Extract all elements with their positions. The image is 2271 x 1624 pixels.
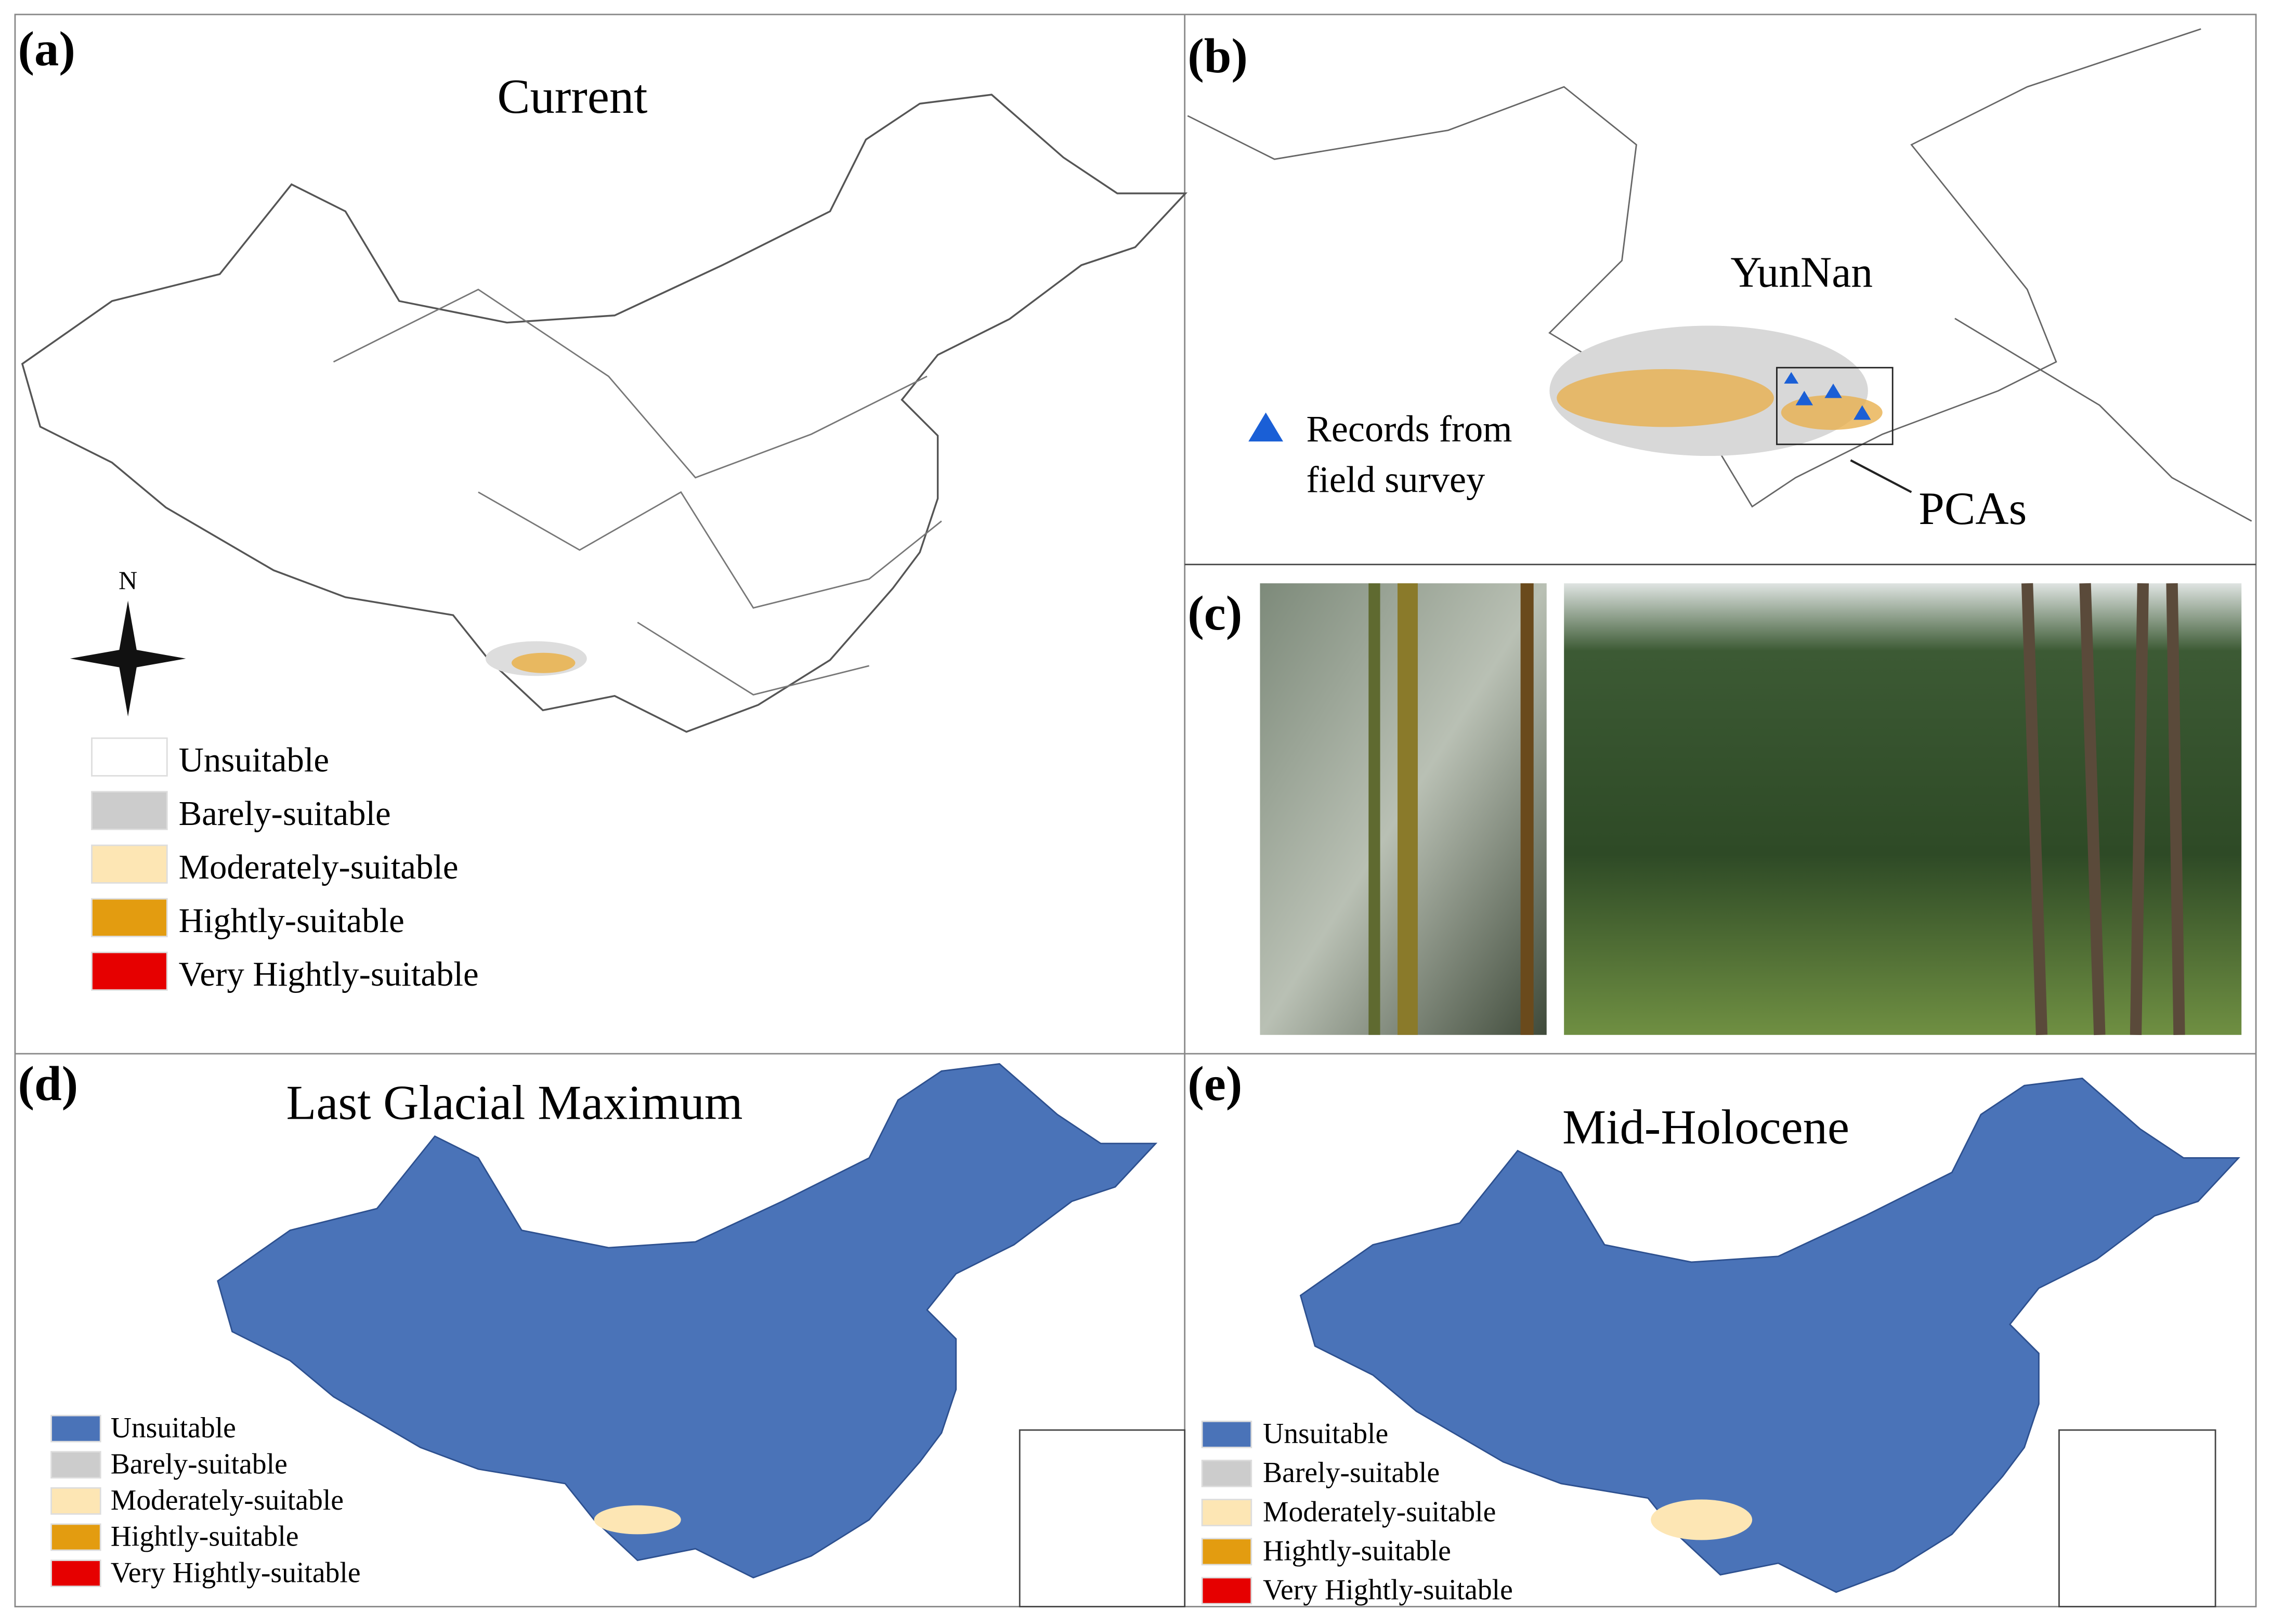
- legend-swatch: [50, 1523, 101, 1551]
- legend-label: Unsuitable: [111, 1412, 236, 1444]
- legend-label: Hightly-suitable: [111, 1521, 299, 1553]
- label: (a): [18, 22, 75, 76]
- legend-swatch: [1201, 1499, 1252, 1527]
- legend-label: Hightly-suitable: [179, 901, 404, 940]
- label: Records from: [1307, 408, 1512, 450]
- map-shape: [1784, 372, 1871, 420]
- label: Last Glacial Maximum: [286, 1076, 743, 1130]
- label: YunNan: [1730, 248, 1873, 296]
- legend-label: Unsuitable: [1263, 1418, 1388, 1450]
- map-shape: [1520, 583, 1534, 1035]
- label: Current: [497, 70, 647, 124]
- legend-swatch: [1201, 1538, 1252, 1566]
- map-shape: [1397, 583, 1418, 1035]
- legend-label: Unsuitable: [179, 741, 329, 779]
- map-shape: [594, 1505, 681, 1535]
- legend-label: Very Hightly-suitable: [179, 955, 479, 993]
- label: PCAs: [1918, 483, 2027, 534]
- legend-label: Very Hightly-suitable: [1263, 1574, 1513, 1606]
- map-shape: [1557, 369, 1774, 427]
- map-shape: [1850, 459, 1912, 493]
- legend-swatch: [91, 737, 168, 777]
- label: field survey: [1307, 459, 1485, 501]
- label: (e): [1187, 1057, 1242, 1111]
- legend-swatch: [50, 1451, 101, 1479]
- legend-label: Barely-suitable: [1263, 1457, 1440, 1489]
- map-shape: [1187, 28, 2252, 522]
- map-shape: [70, 600, 186, 717]
- label: N: [119, 566, 137, 595]
- legend-label: Moderately-suitable: [1263, 1496, 1496, 1528]
- map-shape: [333, 289, 942, 696]
- legend-swatch: [91, 898, 168, 937]
- map-shape: [1776, 366, 1894, 446]
- map-shape: [1781, 395, 1883, 430]
- legend-swatch: [50, 1560, 101, 1587]
- legend-swatch: [91, 844, 168, 884]
- legend-label: Moderately-suitable: [179, 848, 459, 886]
- map-shape: [2058, 1429, 2216, 1607]
- map-shape: [1564, 583, 2242, 1035]
- legend-label: Very Hightly-suitable: [111, 1556, 361, 1589]
- map-shape: [217, 1063, 1157, 1579]
- map-shape: [511, 652, 576, 673]
- legend-swatch: [91, 951, 168, 991]
- map-shape: [1248, 412, 1283, 442]
- label: (d): [18, 1057, 79, 1111]
- map-shape: [2021, 583, 2185, 1036]
- legend-label: Hightly-suitable: [1263, 1535, 1451, 1567]
- map-shape: [1019, 1429, 1186, 1607]
- label: Mid-Holocene: [1562, 1101, 1849, 1155]
- label: (c): [1187, 586, 1242, 640]
- legend-swatch: [1201, 1420, 1252, 1448]
- legend-label: Moderately-suitable: [111, 1484, 344, 1516]
- legend-swatch: [91, 791, 168, 830]
- legend-label: Barely-suitable: [111, 1448, 288, 1480]
- legend-swatch: [1201, 1577, 1252, 1605]
- map-shape: [21, 94, 1186, 733]
- legend-swatch: [50, 1487, 101, 1515]
- label: (b): [1187, 29, 1248, 83]
- legend-swatch: [50, 1415, 101, 1443]
- map-shape: [70, 600, 186, 717]
- map-shape: [1651, 1499, 1753, 1540]
- legend-swatch: [1201, 1459, 1252, 1487]
- legend-label: Barely-suitable: [179, 794, 391, 833]
- map-shape: [1368, 583, 1380, 1035]
